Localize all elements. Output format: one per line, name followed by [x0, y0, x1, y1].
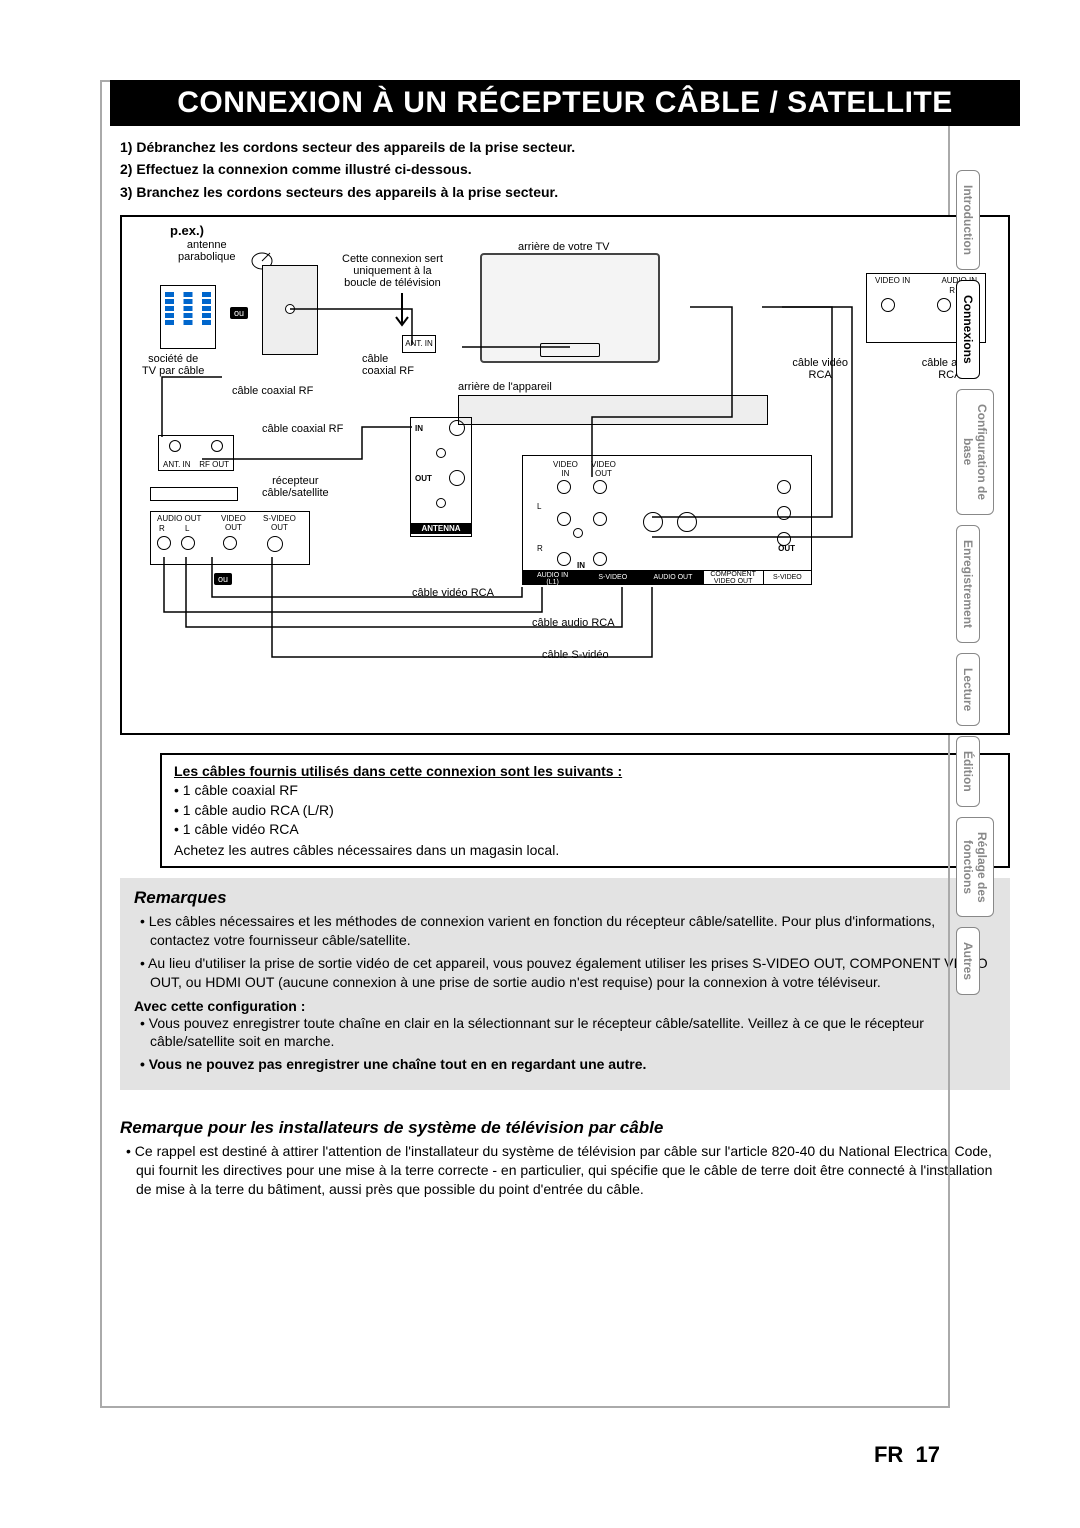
tab-lecture[interactable]: Lecture: [956, 653, 980, 726]
device-back-strip: [458, 395, 768, 425]
cable-item-1: • 1 câble coaxial RF: [174, 781, 996, 801]
label-video-out2: VIDEO OUT: [591, 460, 616, 478]
cable-company-box: [160, 285, 216, 349]
side-tabs: Introduction Connexions Configuration de…: [956, 170, 1022, 1005]
label-svideo-out: S-VIDEO OUT: [263, 514, 296, 532]
tab-connexions[interactable]: Connexions: [956, 280, 980, 379]
device-io-panel: VIDEO IN VIDEO OUT L R IN OUT AUDIO IN (…: [522, 455, 812, 585]
label-audio-out2: AUDIO OUT: [643, 571, 703, 584]
steps-list: 1) Débranchez les cordons secteur des ap…: [110, 136, 1020, 203]
step-2: 2) Effectuez la connexion comme illustré…: [120, 158, 1020, 180]
label-r3: R: [537, 544, 543, 553]
step-1: 1) Débranchez les cordons secteur des ap…: [120, 136, 1020, 158]
config-bold-item: Vous ne pouvez pas enregistrer une chaîn…: [140, 1055, 996, 1074]
tv-back: [480, 253, 660, 363]
cables-note: Achetez les autres câbles nécessaires da…: [174, 842, 996, 858]
config-item-1: Vous pouvez enregistrer toute chaîne en …: [140, 1014, 996, 1052]
ou-badge-1: ou: [230, 307, 248, 319]
label-component: COMPONENT VIDEO OUT: [704, 571, 764, 584]
installer-title: Remarque pour les installateurs de systè…: [120, 1118, 1010, 1138]
label-l3: L: [537, 502, 541, 511]
label-cable-video-rca2: câble vidéo RCA: [792, 357, 848, 381]
label-coax-2: câble coaxial RF: [232, 385, 313, 397]
tab-autres[interactable]: Autres: [956, 927, 980, 995]
label-cable-video-rca: câble vidéo RCA: [412, 587, 494, 599]
receiver-ant-panel: ANT. IN RF OUT: [158, 435, 234, 471]
page-title: CONNEXION À UN RÉCEPTEUR CÂBLE / SATELLI…: [110, 80, 1020, 126]
label-cable-svideo: câble S-vidéo: [542, 649, 609, 661]
label-out: OUT: [415, 474, 432, 483]
receiver-av-panel: AUDIO OUT R L VIDEO OUT S-VIDEO OUT: [150, 511, 310, 565]
cables-box: Les câbles fournis utilisés dans cette c…: [160, 753, 1010, 868]
tab-edition[interactable]: Édition: [956, 736, 980, 807]
label-rf-out: RF OUT: [199, 460, 229, 469]
label-in: IN: [415, 424, 423, 433]
example-label: p.ex.): [170, 223, 204, 238]
label-cable-audio-rca: câble audio RCA: [532, 617, 615, 629]
label-audio-in-l1: AUDIO IN (L1): [523, 571, 583, 584]
page-number: FR 17: [874, 1442, 940, 1468]
label-r2: R: [159, 524, 165, 533]
label-arriere-tv: arrière de votre TV: [518, 241, 610, 253]
remarques-title: Remarques: [134, 888, 996, 908]
label-coax-1: câble coaxial RF: [362, 353, 414, 377]
label-audio-out: AUDIO OUT: [157, 514, 201, 523]
label-video-in2: VIDEO IN: [553, 460, 578, 478]
label-r: R: [949, 286, 955, 295]
remarques-box: Remarques Les câbles nécessaires et les …: [120, 878, 1010, 1090]
label-arriere-appareil: arrière de l'appareil: [458, 381, 552, 393]
antenna-io-block: IN OUT ANTENNA: [410, 417, 472, 537]
label-antenna: ANTENNA: [411, 523, 471, 534]
tab-introduction[interactable]: Introduction: [956, 170, 980, 270]
label-antenne: antenne parabolique: [178, 239, 236, 263]
step-3: 3) Branchez les cordons secteurs des app…: [120, 181, 1020, 203]
wall-plate: [262, 265, 318, 355]
label-societe: société de TV par câble: [142, 353, 204, 377]
remarque-1: Les câbles nécessaires et les méthodes d…: [140, 912, 996, 950]
cable-item-3: • 1 câble vidéo RCA: [174, 820, 996, 840]
label-l2: L: [185, 524, 189, 533]
label-recepteur: récepteur câble/satellite: [262, 475, 329, 499]
label-cette-connexion: Cette connexion sert uniquement à la bou…: [342, 253, 443, 289]
label-coax-3: câble coaxial RF: [262, 423, 343, 435]
label-svideo2: S-VIDEO: [764, 571, 811, 584]
label-video-in: VIDEO IN: [875, 276, 910, 285]
remarque-2: Au lieu d'utiliser la prise de sortie vi…: [140, 954, 996, 992]
ant-in-box: ANT. IN: [402, 335, 436, 353]
tab-enregistrement[interactable]: Enregistrement: [956, 525, 980, 643]
connection-diagram: p.ex.) antenne parabolique société de TV…: [120, 215, 1010, 735]
receiver-box: [150, 487, 238, 501]
ou-badge-2: ou: [214, 573, 232, 585]
cables-title: Les câbles fournis utilisés dans cette c…: [174, 763, 996, 779]
installer-text: Ce rappel est destiné à attirer l'attent…: [120, 1142, 1010, 1199]
label-video-out: VIDEO OUT: [221, 514, 246, 532]
tab-configuration[interactable]: Configuration de base: [956, 389, 994, 515]
config-label: Avec cette configuration :: [134, 998, 996, 1014]
label-svideo: S-VIDEO: [583, 571, 643, 584]
tab-reglage[interactable]: Réglage des fonctions: [956, 817, 994, 918]
label-ant-in2: ANT. IN: [163, 460, 191, 469]
cable-item-2: • 1 câble audio RCA (L/R): [174, 801, 996, 821]
label-in2: IN: [577, 561, 585, 570]
arrow-down-icon: [394, 293, 410, 333]
